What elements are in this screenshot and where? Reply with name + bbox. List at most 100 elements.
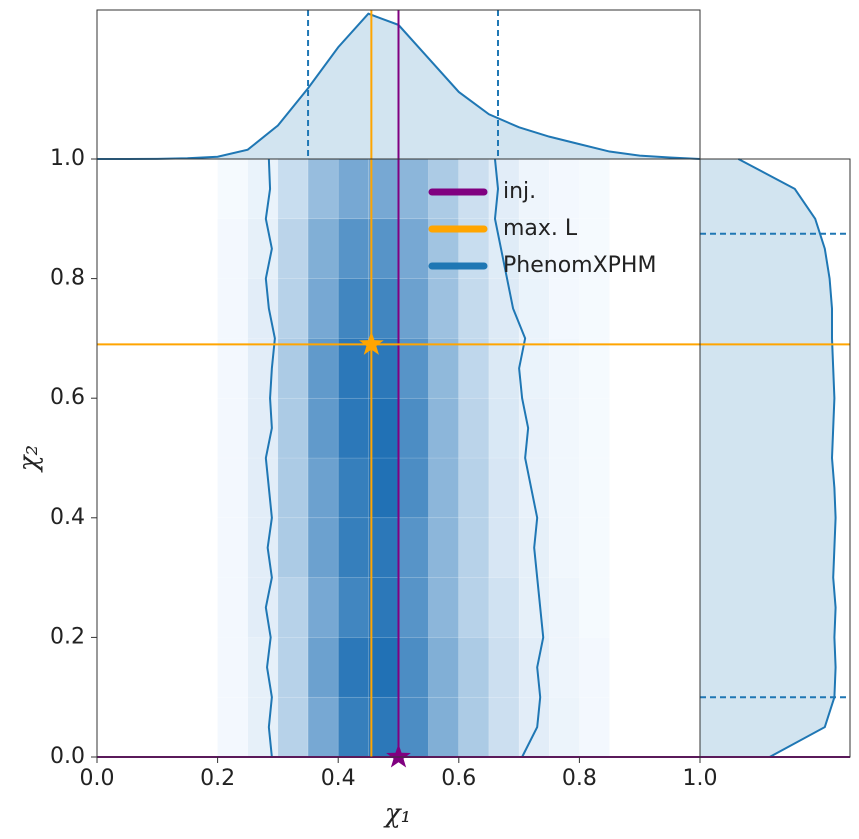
- heatmap-cell: [307, 457, 339, 519]
- heatmap-cell: [307, 517, 339, 578]
- heatmap-cell: [307, 218, 339, 279]
- heatmap-cell: [247, 158, 279, 220]
- heatmap-cell: [549, 158, 580, 220]
- heatmap-cell: [458, 637, 490, 698]
- heatmap-cell: [579, 158, 610, 220]
- heatmap-cell: [307, 338, 339, 399]
- heatmap-cell: [549, 577, 580, 638]
- heatmap-cell: [307, 397, 339, 459]
- heatmap-cell: [579, 397, 610, 459]
- heatmap-cell: [549, 338, 580, 399]
- heatmap-cell: [277, 696, 309, 758]
- heatmap-cell: [518, 696, 550, 758]
- heatmap-cell: [428, 278, 460, 339]
- heatmap-cell: [337, 517, 369, 578]
- heatmap-cell: [579, 278, 610, 339]
- heatmap-cell: [579, 338, 610, 399]
- axes-frame: [96, 9, 701, 160]
- x-axis-label: χ₁: [383, 799, 411, 829]
- heatmap-cell: [307, 577, 339, 638]
- heatmap-cell: [488, 637, 520, 698]
- heatmap-cell: [488, 696, 520, 758]
- heatmap-cell: [428, 338, 460, 399]
- x-tick-label: 0.4: [321, 766, 356, 791]
- heatmap-cell: [428, 457, 460, 519]
- heatmap-cell: [368, 637, 399, 698]
- heatmap-cell: [368, 696, 399, 758]
- heatmap-cell: [428, 397, 460, 459]
- heatmap-cell: [277, 517, 309, 578]
- heatmap-cell: [398, 517, 429, 578]
- heatmap-cell: [398, 158, 429, 220]
- legend-label: PhenomXPHM: [503, 253, 656, 278]
- heatmap-cell: [337, 338, 369, 399]
- heatmap-cell: [428, 637, 460, 698]
- heatmap-cell: [217, 457, 249, 519]
- heatmap-cell: [488, 517, 520, 578]
- heatmap-cell: [549, 457, 580, 519]
- heatmap-cell: [217, 158, 249, 220]
- legend-label: inj.: [503, 179, 536, 204]
- heatmap-cell: [428, 577, 460, 638]
- heatmap-cell: [307, 637, 339, 698]
- heatmap-cell: [247, 517, 279, 578]
- heatmap-cell: [337, 577, 369, 638]
- heatmap-cell: [488, 397, 520, 459]
- heatmap-cell: [488, 577, 520, 638]
- heatmap-cell: [337, 158, 369, 220]
- heatmap-cell: [247, 696, 279, 758]
- y-tick-label: 0.8: [50, 266, 85, 291]
- heatmap-cell: [217, 517, 249, 578]
- heatmap-cell: [247, 397, 279, 459]
- heatmap-cell: [307, 158, 339, 220]
- heatmap-cell: [398, 278, 429, 339]
- heatmap-cell: [368, 158, 399, 220]
- heatmap-cell: [277, 338, 309, 399]
- heatmap-cell: [368, 278, 399, 339]
- heatmap-cell: [428, 696, 460, 758]
- heatmap-cell: [277, 218, 309, 279]
- y-tick-label: 1.0: [50, 146, 85, 171]
- contour: [493, 158, 545, 758]
- heatmap-cell: [337, 218, 369, 279]
- heatmap-cell: [398, 696, 429, 758]
- heatmap-cell: [579, 218, 610, 279]
- heatmap-cell: [337, 637, 369, 698]
- heatmap-cell: [398, 218, 429, 279]
- x-tick-label: 0.0: [80, 766, 115, 791]
- heatmap-cell: [549, 517, 580, 578]
- contour: [264, 158, 276, 758]
- star-marker: [359, 331, 384, 355]
- heatmap-cell: [579, 577, 610, 638]
- legend-label: max. L: [503, 216, 578, 241]
- heatmap-cell: [398, 577, 429, 638]
- heatmap-cell: [217, 338, 249, 399]
- heatmap-cell: [277, 158, 309, 220]
- heatmap-cell: [398, 637, 429, 698]
- heatmap-cell: [458, 696, 490, 758]
- heatmap-cell: [549, 637, 580, 698]
- y-tick-label: 0.6: [50, 385, 85, 410]
- heatmap-cell: [247, 577, 279, 638]
- heatmap-cell: [307, 696, 339, 758]
- heatmap-cell: [217, 278, 249, 339]
- heatmap-cell: [518, 577, 550, 638]
- heatmap-cell: [488, 278, 520, 339]
- heatmap-cell: [458, 577, 490, 638]
- heatmap-cell: [368, 218, 399, 279]
- y-tick-label: 0.0: [50, 744, 85, 769]
- x-tick-label: 1.0: [683, 766, 718, 791]
- y-tick-label: 0.2: [50, 624, 85, 649]
- heatmap-cell: [518, 218, 550, 279]
- heatmap-cell: [217, 218, 249, 279]
- heatmap-cell: [368, 397, 399, 459]
- heatmap-cell: [337, 696, 369, 758]
- heatmap-cell: [217, 577, 249, 638]
- heatmap-cell: [398, 397, 429, 459]
- heatmap-cell: [368, 457, 399, 519]
- heatmap-cell: [307, 278, 339, 339]
- heatmap-cell: [518, 457, 550, 519]
- heatmap-cell: [247, 637, 279, 698]
- heatmap-cell: [579, 517, 610, 578]
- heatmap-cell: [247, 457, 279, 519]
